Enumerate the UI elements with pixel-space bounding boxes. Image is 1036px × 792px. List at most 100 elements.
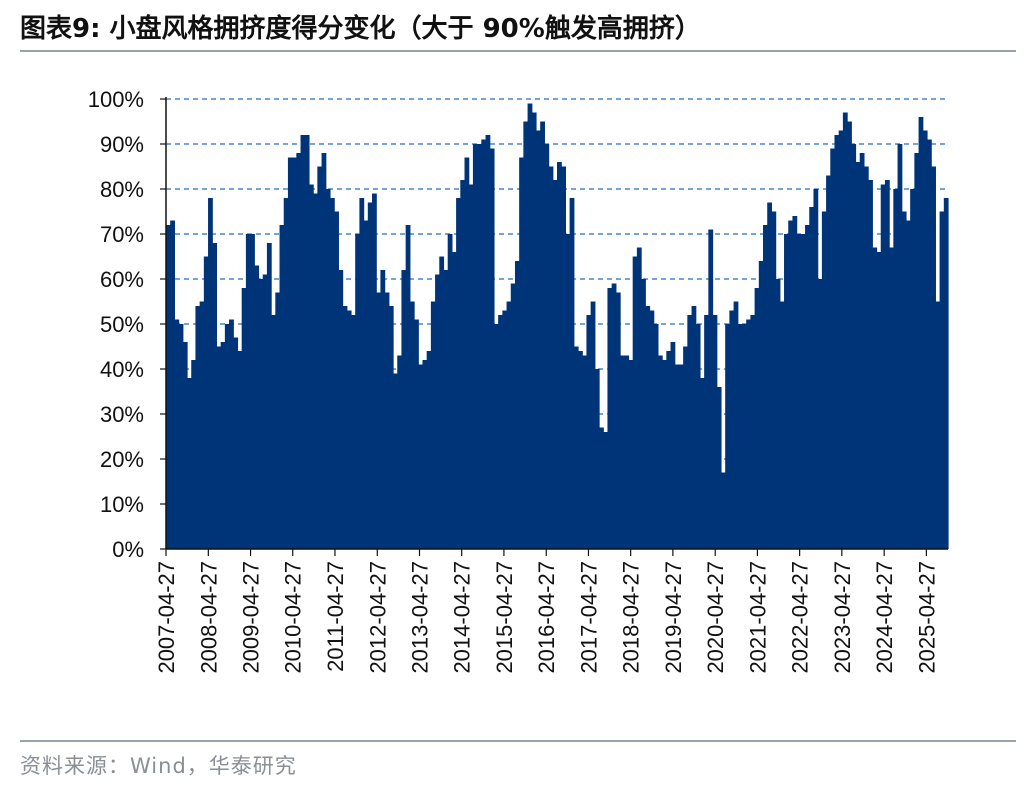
bar <box>430 301 436 549</box>
bar <box>905 220 911 549</box>
bar <box>300 135 306 549</box>
bar <box>645 306 651 549</box>
bar <box>451 252 457 549</box>
y-tick-label: 30% <box>100 402 144 427</box>
bar <box>683 346 688 549</box>
bar <box>594 369 600 549</box>
x-tick-label: 2017-04-27 <box>576 561 601 674</box>
x-tick-label: 2022-04-27 <box>788 561 813 674</box>
bar <box>641 279 646 549</box>
axes <box>160 97 948 556</box>
bar <box>561 166 566 549</box>
bar <box>771 211 777 549</box>
bar <box>926 139 932 549</box>
bar <box>456 198 461 549</box>
bar <box>754 288 760 549</box>
bar <box>935 301 941 549</box>
bar <box>279 225 285 549</box>
bar <box>922 130 928 549</box>
bar <box>292 157 297 549</box>
bar <box>628 360 634 549</box>
bar <box>208 198 213 549</box>
bar <box>733 301 739 549</box>
bar <box>607 288 613 549</box>
x-tick-label: 2018-04-27 <box>619 561 644 674</box>
bar <box>615 292 621 549</box>
bar <box>258 279 264 549</box>
bar <box>464 157 470 549</box>
bar <box>321 153 327 549</box>
bar <box>212 243 218 549</box>
bar <box>859 153 865 549</box>
bar <box>805 225 810 549</box>
bar <box>359 198 365 549</box>
bar <box>800 234 806 549</box>
bar <box>636 247 642 549</box>
bar <box>170 220 175 549</box>
bar <box>166 225 171 549</box>
x-tick-label: 2016-04-27 <box>534 561 559 674</box>
bar <box>405 225 411 549</box>
bar <box>893 189 899 549</box>
bar <box>943 198 949 549</box>
bar <box>350 315 356 549</box>
bar <box>746 319 751 549</box>
y-tick-label: 40% <box>100 357 144 382</box>
bar <box>245 234 251 549</box>
bar <box>367 202 373 549</box>
bar <box>380 270 386 549</box>
bar <box>414 319 419 549</box>
bar <box>397 355 403 549</box>
bar <box>632 256 638 549</box>
bar <box>346 310 352 549</box>
title-divider <box>20 50 1016 52</box>
x-tick-label: 2010-04-27 <box>281 561 306 674</box>
bar <box>586 315 592 549</box>
x-tick-label: 2008-04-27 <box>196 561 221 674</box>
bar <box>283 198 289 549</box>
bar <box>590 301 596 549</box>
bar <box>582 355 588 549</box>
bar <box>355 234 360 549</box>
bar <box>737 324 743 549</box>
bar <box>422 360 428 549</box>
x-tick-label: 2015-04-27 <box>492 561 517 674</box>
bar <box>203 256 209 549</box>
bar <box>409 301 415 549</box>
bar <box>855 162 861 549</box>
bar <box>712 315 718 549</box>
bar <box>287 157 293 549</box>
bar <box>578 351 583 549</box>
bar <box>666 351 672 549</box>
bar <box>531 112 537 549</box>
bar <box>725 324 730 549</box>
x-tick-label: 2014-04-27 <box>450 561 475 674</box>
bar <box>313 193 318 549</box>
bar <box>535 130 541 549</box>
bar <box>372 193 377 549</box>
bar <box>880 184 886 549</box>
y-tick-label: 100% <box>88 87 144 112</box>
bar <box>809 207 815 549</box>
y-tick-label: 50% <box>100 312 144 337</box>
bars <box>166 103 949 549</box>
bar <box>687 315 693 549</box>
bar <box>325 189 331 549</box>
chart-title: 图表9: 小盘风格拥挤度得分变化（大于 90%触发高拥挤） <box>20 14 701 44</box>
bar <box>250 234 255 549</box>
bar <box>376 292 382 549</box>
x-tick-label: 2025-04-27 <box>914 561 939 674</box>
bar <box>670 342 676 549</box>
bar <box>254 265 260 549</box>
bar <box>275 292 281 549</box>
bar <box>439 256 445 549</box>
bar <box>910 189 915 549</box>
bar <box>489 148 495 549</box>
x-tick-label: 2021-04-27 <box>745 561 770 674</box>
bar <box>195 306 201 549</box>
bar <box>758 261 764 549</box>
bar <box>863 166 869 549</box>
bar <box>779 301 785 549</box>
bar <box>334 211 339 549</box>
bar <box>838 130 844 549</box>
